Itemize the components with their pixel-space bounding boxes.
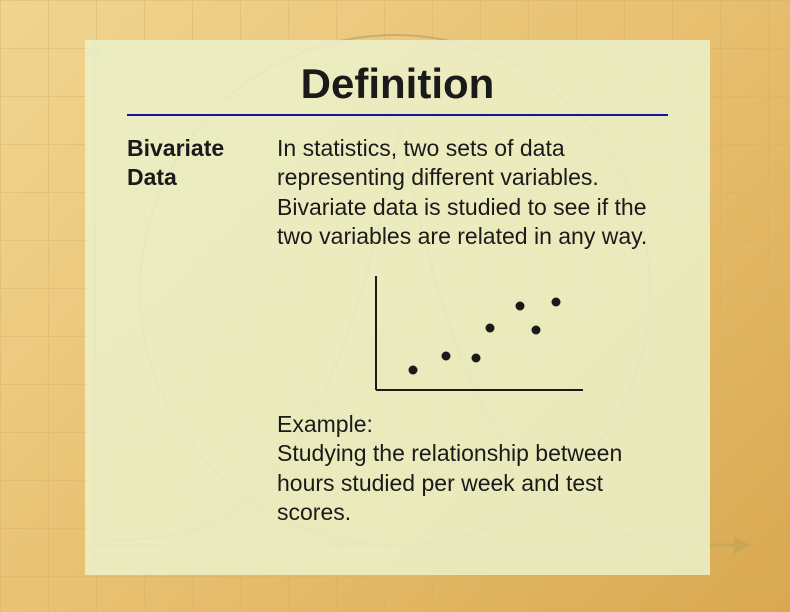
- definition-panel: Definition Bivariate Data In statistics,…: [85, 40, 710, 575]
- scatter-plot-wrap: [277, 268, 668, 398]
- bg-x-arrow: [734, 536, 750, 554]
- example-label: Example:: [277, 411, 373, 437]
- content-row: Bivariate Data In statistics, two sets o…: [127, 134, 668, 528]
- scatter-point: [531, 325, 540, 334]
- scatter-point: [408, 365, 417, 374]
- scatter-point: [485, 323, 494, 332]
- title-divider: [127, 114, 668, 116]
- scatter-point: [515, 301, 524, 310]
- example-text: Studying the relationship between hours …: [277, 440, 622, 525]
- scatter-plot: [358, 268, 588, 398]
- panel-title: Definition: [127, 60, 668, 108]
- scatter-point: [441, 351, 450, 360]
- term-label: Bivariate Data: [127, 134, 247, 528]
- definition-column: In statistics, two sets of data represen…: [277, 134, 668, 528]
- scatter-point: [551, 297, 560, 306]
- example-block: Example: Studying the relationship betwe…: [277, 410, 668, 528]
- scatter-point: [471, 353, 480, 362]
- definition-text: In statistics, two sets of data represen…: [277, 134, 668, 252]
